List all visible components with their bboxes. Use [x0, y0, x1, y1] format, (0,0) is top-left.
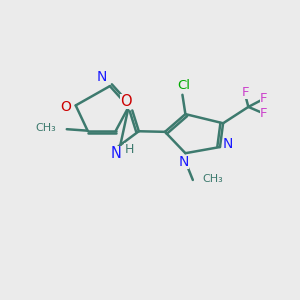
Text: CH₃: CH₃	[202, 174, 223, 184]
Text: O: O	[120, 94, 132, 109]
Text: Cl: Cl	[177, 79, 190, 92]
Text: F: F	[260, 92, 268, 105]
Text: N: N	[111, 146, 122, 161]
Text: N: N	[223, 137, 233, 151]
Text: CH₃: CH₃	[35, 123, 56, 133]
Text: F: F	[260, 107, 268, 120]
Text: H: H	[124, 143, 134, 156]
Text: N: N	[96, 70, 107, 84]
Text: N: N	[179, 155, 189, 169]
Text: F: F	[242, 86, 249, 99]
Text: O: O	[61, 100, 72, 114]
